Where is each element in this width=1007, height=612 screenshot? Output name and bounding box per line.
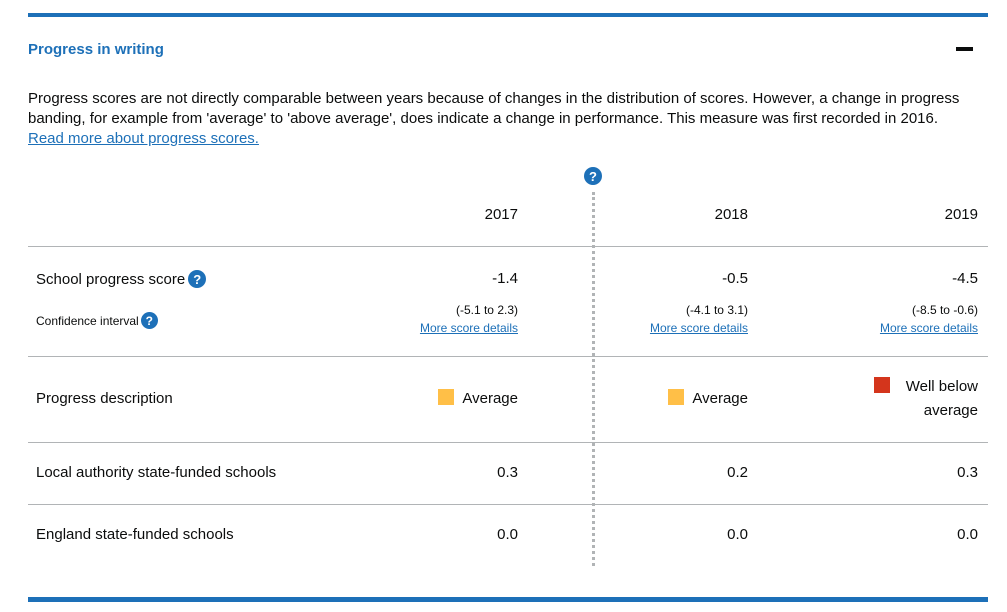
- england-label: England state-funded schools: [36, 526, 234, 543]
- school-score-2018: -0.5: [722, 270, 748, 287]
- more-score-details-link-2018[interactable]: More score details: [649, 321, 748, 335]
- section-title[interactable]: Progress in writing: [28, 41, 164, 58]
- progress-band-text-2018: Average: [692, 390, 748, 407]
- more-score-details-link-2019[interactable]: More score details: [879, 321, 978, 335]
- local-authority-2018: 0.2: [727, 464, 748, 481]
- progress-band-2018: Average: [668, 387, 748, 411]
- progress-band-text-2017: Average: [462, 390, 518, 407]
- description-row-divider: [28, 442, 988, 443]
- intro-paragraph: Progress scores are not directly compara…: [28, 90, 960, 127]
- intro-text-block: Progress scores are not directly compara…: [28, 89, 988, 149]
- year-header-2017: 2017: [484, 206, 518, 223]
- school-score-2019: -4.5: [952, 270, 978, 287]
- progress-band-2019: Well below average: [874, 375, 978, 423]
- header-divider: [28, 246, 988, 247]
- local-authority-label: Local authority state-funded schools: [36, 464, 277, 481]
- school-progress-score-text: School progress score: [36, 270, 186, 288]
- year-header-2018: 2018: [714, 206, 748, 223]
- school-score-2017: -1.4: [492, 270, 518, 287]
- local-authority-2019: 0.3: [957, 464, 978, 481]
- more-score-details-link-2017[interactable]: More score details: [419, 321, 518, 335]
- read-more-link[interactable]: Read more about progress scores.: [28, 130, 259, 147]
- school-score-help-icon[interactable]: ?: [188, 270, 207, 288]
- year-divider-line: [592, 192, 595, 566]
- confidence-interval-label: Confidence interval ?: [36, 312, 158, 329]
- confidence-interval-2017: (-5.1 to 2.3): [455, 303, 518, 317]
- year-header-2019: 2019: [944, 206, 978, 223]
- england-2019: 0.0: [957, 526, 978, 543]
- england-2017: 0.0: [497, 526, 518, 543]
- confidence-interval-text: Confidence interval: [36, 313, 139, 328]
- confidence-help-icon[interactable]: ?: [140, 312, 158, 329]
- local-authority-divider: [28, 504, 988, 505]
- progress-band-text-2019: Well below average: [905, 378, 978, 419]
- confidence-interval-2019: (-8.5 to -0.6): [911, 303, 978, 317]
- confidence-interval-2018: (-4.1 to 3.1): [685, 303, 748, 317]
- average-swatch-icon: [438, 389, 455, 405]
- local-authority-2017: 0.3: [497, 464, 518, 481]
- progress-description-label: Progress description: [36, 390, 173, 407]
- question-help-icon[interactable]: ?: [584, 167, 602, 185]
- england-2018: 0.0: [727, 526, 748, 543]
- progress-band-2017: Average: [438, 387, 518, 411]
- score-row-divider: [28, 356, 988, 357]
- school-progress-score-label: School progress score ?: [36, 270, 207, 288]
- bottom-accent-bar: [28, 597, 988, 602]
- average-swatch-icon: [668, 389, 685, 405]
- top-accent-bar: [28, 13, 988, 17]
- collapse-minus-icon[interactable]: [956, 47, 973, 51]
- well-below-swatch-icon: [874, 377, 890, 393]
